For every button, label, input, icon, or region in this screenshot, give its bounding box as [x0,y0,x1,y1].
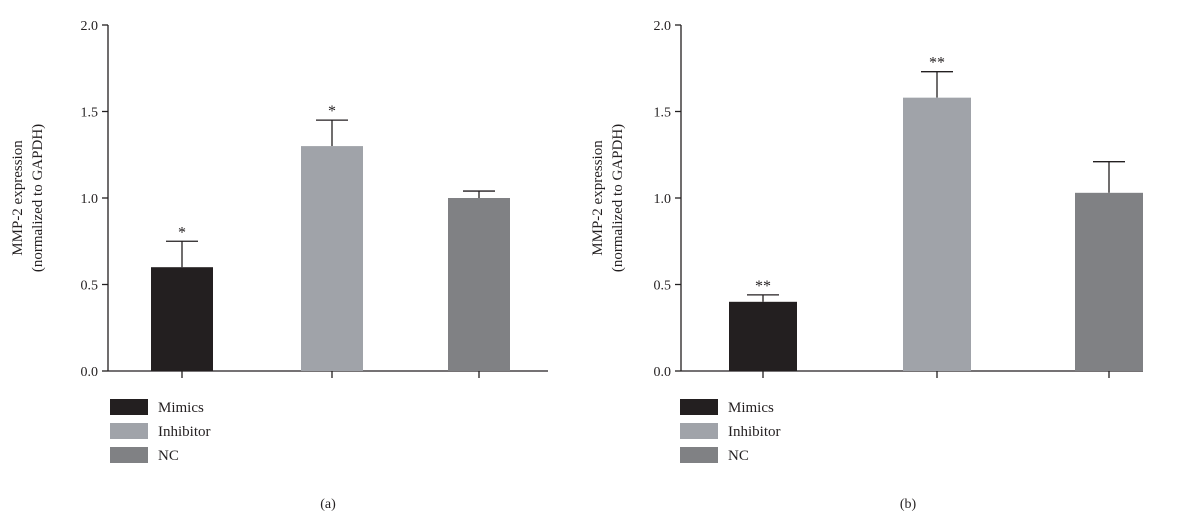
legend-label: Mimics [728,400,774,416]
bar-mimics [729,301,797,371]
significance-marker: ** [755,278,771,295]
bar-inhibitor [903,97,971,371]
legend-label: NC [158,448,179,464]
legend-label: Inhibitor [158,424,211,440]
significance-marker: * [178,224,186,241]
legend-swatch-mimics [680,399,718,415]
y-tick-label: 2.0 [81,19,99,34]
chart-panel-1: 0.0 0.5 1.0 1.5 2.0 MMP-2 expression (normaliz… [10,19,548,512]
legend-swatch-inhibitor [110,423,148,439]
y-tick-label: 2.0 [654,19,672,34]
panel-label: (b) [900,497,917,512]
significance-marker: * [328,103,336,120]
y-tick-label: 0.0 [654,365,672,380]
y-axis-label-sub: (normalized to GAPDH) [30,124,46,272]
y-tick-label: 1.0 [81,192,99,207]
y-tick-label: 1.5 [81,106,99,121]
legend-label: NC [728,448,749,464]
bar-mimics [151,267,213,371]
legend-swatch-nc [110,447,148,463]
significance-marker: ** [929,55,945,72]
y-tick-label: 1.5 [654,106,672,121]
legend-swatch-nc [680,447,718,463]
legend-label: Inhibitor [728,424,781,440]
bar-nc [448,198,510,371]
bar-inhibitor [301,146,363,371]
y-tick-label: 0.5 [81,279,99,294]
legend-swatch-mimics [110,399,148,415]
y-tick-label: 1.0 [654,192,672,207]
bar-nc [1075,192,1143,371]
chart-panel-2: 0.0 0.5 1.0 1.5 2.0 MMP-2 expression (normaliz… [590,19,1143,512]
panel-label: (a) [320,497,336,512]
legend-swatch-inhibitor [680,423,718,439]
y-axis-label: MMP-2 expression [10,140,26,256]
y-axis-label-sub: (normalized to GAPDH) [610,124,626,272]
y-axis-label: MMP-2 expression [590,140,606,256]
y-tick-label: 0.5 [654,279,672,294]
legend-label: Mimics [158,400,204,416]
y-tick-label: 0.0 [81,365,99,380]
